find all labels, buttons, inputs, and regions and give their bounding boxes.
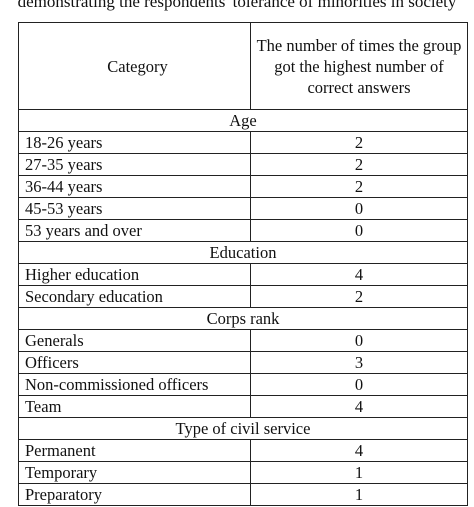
row-label: 18-26 years xyxy=(18,131,251,154)
table-row: Generals 0 xyxy=(18,329,468,352)
row-label: Temporary xyxy=(18,461,251,484)
table-row: Permanent 4 xyxy=(18,439,468,462)
table-row: 27-35 years 2 xyxy=(18,153,468,176)
row-label: Officers xyxy=(18,351,251,374)
table-row: Non-commissioned officers 0 xyxy=(18,373,468,396)
row-label: Team xyxy=(18,395,251,418)
section-title-civil-service: Type of civil service xyxy=(18,417,468,440)
section-row-education: Education xyxy=(18,241,468,264)
row-value: 0 xyxy=(250,197,468,220)
row-label: Secondary education xyxy=(18,285,251,308)
row-value: 3 xyxy=(250,351,468,374)
row-value: 4 xyxy=(250,395,468,418)
row-value: 0 xyxy=(250,329,468,352)
row-value: 0 xyxy=(250,219,468,242)
section-title-age: Age xyxy=(18,109,468,132)
row-label: 53 years and over xyxy=(18,219,251,242)
table-row: Preparatory 1 xyxy=(18,483,468,506)
row-label: Preparatory xyxy=(18,483,251,506)
row-label: 27-35 years xyxy=(18,153,251,176)
row-value: 1 xyxy=(250,483,468,506)
row-label: Higher education xyxy=(18,263,251,286)
row-value: 1 xyxy=(250,461,468,484)
row-value: 2 xyxy=(250,285,468,308)
section-row-civil-service: Type of civil service xyxy=(18,417,468,440)
section-title-corps-rank: Corps rank xyxy=(18,307,468,330)
header-category: Category xyxy=(18,22,251,110)
row-label: Non-commissioned officers xyxy=(18,373,251,396)
row-value: 2 xyxy=(250,153,468,176)
section-row-age: Age xyxy=(18,109,468,132)
results-table: Category The number of times the group g… xyxy=(18,22,468,506)
header-row: Category The number of times the group g… xyxy=(18,22,468,110)
row-value: 2 xyxy=(250,175,468,198)
row-value: 0 xyxy=(250,373,468,396)
row-value: 2 xyxy=(250,131,468,154)
row-value: 4 xyxy=(250,263,468,286)
row-label: Permanent xyxy=(18,439,251,462)
header-count: The number of times the group got the hi… xyxy=(250,22,468,110)
row-label: Generals xyxy=(18,329,251,352)
table-row: 53 years and over 0 xyxy=(18,219,468,242)
section-title-education: Education xyxy=(18,241,468,264)
table-row: 36-44 years 2 xyxy=(18,175,468,198)
table-row: Temporary 1 xyxy=(18,461,468,484)
row-label: 45-53 years xyxy=(18,197,251,220)
row-value: 4 xyxy=(250,439,468,462)
section-row-corps-rank: Corps rank xyxy=(18,307,468,330)
table-row: Higher education 4 xyxy=(18,263,468,286)
table-row: 18-26 years 2 xyxy=(18,131,468,154)
table-caption: demonstrating the respondents' tolerance… xyxy=(17,0,457,11)
table-row: Team 4 xyxy=(18,395,468,418)
table-row: Secondary education 2 xyxy=(18,285,468,308)
table-row: Officers 3 xyxy=(18,351,468,374)
table-row: 45-53 years 0 xyxy=(18,197,468,220)
row-label: 36-44 years xyxy=(18,175,251,198)
